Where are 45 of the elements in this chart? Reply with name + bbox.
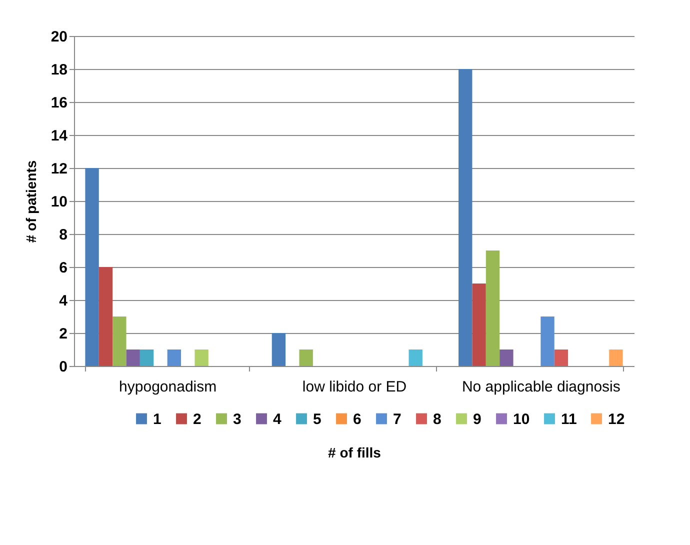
bar <box>194 350 208 366</box>
bar <box>554 350 568 366</box>
x-tick-label: hypogonadism <box>119 378 217 396</box>
legend-label: 1 <box>153 410 162 428</box>
y-tick-label: 6 <box>59 260 68 276</box>
legend-label: 11 <box>561 410 577 428</box>
bar <box>609 350 623 366</box>
legend-label: 8 <box>433 410 442 428</box>
bar <box>458 69 472 366</box>
y-tick-label: 18 <box>50 62 68 78</box>
legend-label: 5 <box>313 410 322 428</box>
legend-label: 2 <box>193 410 202 428</box>
bar <box>408 350 422 366</box>
y-axis-title: # of patients <box>22 160 39 243</box>
bar <box>472 284 486 366</box>
bar <box>98 267 113 366</box>
bar <box>299 350 313 366</box>
bar <box>500 350 514 366</box>
y-tick-label: 4 <box>59 292 68 310</box>
legend-label: 6 <box>353 410 362 428</box>
bar <box>486 250 500 366</box>
y-tick-label: 20 <box>50 28 68 46</box>
bar <box>540 316 554 366</box>
y-tick-label: 12 <box>50 160 68 178</box>
x-axis-title: # of fills <box>328 444 382 460</box>
y-tick-label: 10 <box>50 194 68 210</box>
bar <box>272 333 286 366</box>
legend-label: 9 <box>473 410 482 428</box>
bar <box>112 316 126 366</box>
legend-label: 12 <box>608 410 625 428</box>
legend-label: 4 <box>273 410 282 428</box>
x-tick-label: low libido or ED <box>302 378 407 396</box>
legend-label: 3 <box>233 410 242 428</box>
legend-label: 10 <box>513 410 530 428</box>
y-tick-label: 16 <box>50 94 68 112</box>
legend-label: 7 <box>393 410 402 428</box>
y-tick-label: 14 <box>50 128 68 144</box>
bar <box>85 168 99 366</box>
y-tick-label: 0 <box>59 358 68 376</box>
bar <box>167 350 182 366</box>
x-tick-label: No applicable diagnosis <box>462 378 620 396</box>
bar <box>140 350 154 366</box>
bar <box>126 350 140 366</box>
y-tick-label: 2 <box>59 326 68 342</box>
y-tick-label: 8 <box>59 226 68 244</box>
